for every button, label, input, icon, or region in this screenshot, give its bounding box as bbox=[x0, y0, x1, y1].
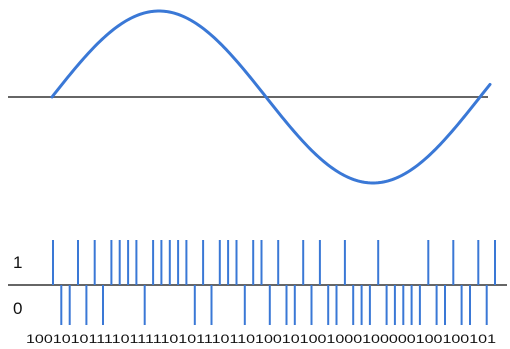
level-low-label: 0 bbox=[13, 299, 22, 318]
bit-string: 1001010111101111101011101101001010010001… bbox=[26, 334, 496, 346]
level-high-label: 1 bbox=[13, 253, 22, 272]
pulse-train bbox=[52, 240, 496, 325]
sine-wave bbox=[50, 9, 492, 185]
